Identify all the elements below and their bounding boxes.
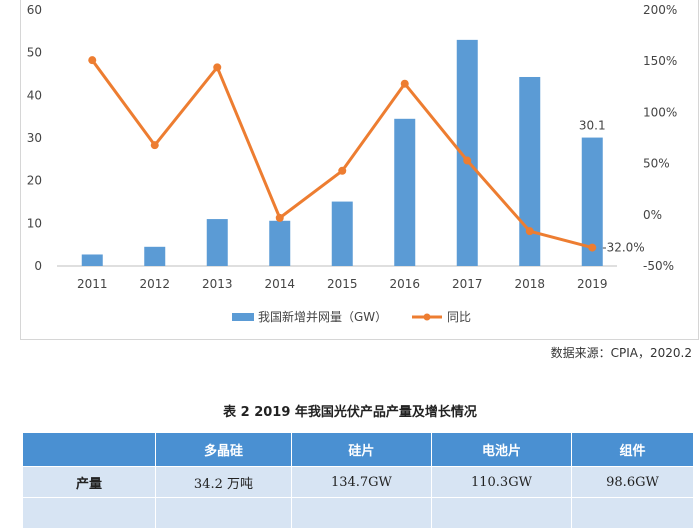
bar xyxy=(394,118,416,266)
line-point xyxy=(525,227,534,236)
table-header-module: 组件 xyxy=(571,432,694,467)
y-right-tick-label: 150% xyxy=(643,54,677,68)
table-cell: 110.3GW xyxy=(430,466,573,498)
table-cell-empty xyxy=(571,497,694,529)
y-right-tick-label: 200% xyxy=(643,3,677,17)
y-right-tick-label: 50% xyxy=(643,157,670,171)
x-tick-label: 2013 xyxy=(202,277,233,291)
table-cell: 134.7GW xyxy=(290,466,432,498)
line-point xyxy=(150,141,159,150)
y-left-tick-label: 0 xyxy=(34,259,42,273)
bar xyxy=(456,39,478,266)
x-tick-label: 2014 xyxy=(264,277,295,291)
line-point xyxy=(588,243,597,252)
line-point xyxy=(275,213,284,222)
data-label: 30.1 xyxy=(579,119,606,133)
bar xyxy=(206,219,228,266)
table-title: 表 2 2019 年我国光伏产品产量及增长情况 xyxy=(223,405,477,420)
legend-line-label: 同比 xyxy=(447,310,471,324)
table-header-row: 多晶硅 硅片 电池片 组件 xyxy=(22,432,694,467)
table-row: 产量 34.2 万吨 134.7GW 110.3GW 98.6GW xyxy=(22,466,694,498)
line-point xyxy=(213,63,222,72)
table-row-partial xyxy=(22,497,694,529)
data-label: -32.0% xyxy=(602,241,644,255)
bar xyxy=(81,254,103,266)
x-tick-label: 2019 xyxy=(577,277,608,291)
line-point xyxy=(338,166,347,175)
bar xyxy=(581,137,603,266)
legend-line-marker xyxy=(423,313,431,321)
y-right-tick-label: -50% xyxy=(643,259,674,273)
x-tick-label: 2011 xyxy=(77,277,108,291)
figure: 0 10 20 30 40 50 60 -50% 0% 50% 100% 150% 200% 2011 20… xyxy=(20,0,699,529)
y-left-tick-label: 40 xyxy=(27,88,42,102)
table-header-cell: 电池片 xyxy=(430,432,573,467)
bar xyxy=(144,246,166,266)
combo-chart: 0 10 20 30 40 50 60 -50% 0% 50% 100% 150% 200% 2011 20… xyxy=(27,3,678,324)
legend-bar-label: 我国新增并网量（GW） xyxy=(258,309,387,324)
y-right-tick-label: 0% xyxy=(643,208,662,222)
table-cell-empty xyxy=(22,497,156,529)
bar xyxy=(269,220,291,266)
table-cell: 98.6GW xyxy=(571,466,694,498)
table-header-blank xyxy=(22,432,156,467)
table-cell-empty xyxy=(155,497,292,529)
table-header-wafer: 硅片 xyxy=(290,432,432,467)
table-cell-empty xyxy=(290,497,432,529)
y-left-tick-label: 30 xyxy=(27,131,42,145)
chart-frame xyxy=(20,0,699,340)
data-source: 数据来源：CPIA，2020.2 xyxy=(550,346,692,360)
y-left-tick-label: 60 xyxy=(27,3,42,17)
x-tick-label: 2012 xyxy=(139,277,170,291)
y-left-tick-label: 20 xyxy=(27,174,42,188)
y-left-tick-label: 10 xyxy=(27,216,42,230)
bar xyxy=(519,76,541,266)
x-tick-label: 2017 xyxy=(452,277,483,291)
table-cell: 34.2 万吨 xyxy=(155,466,292,498)
y-left-tick-label: 50 xyxy=(27,46,42,60)
line-point xyxy=(400,79,409,88)
table-header-polysilicon: 多晶硅 xyxy=(155,432,292,467)
production-table: 多晶硅 硅片 电池片 组件 产量 34.2 万吨 134.7GW 110.3GW… xyxy=(22,432,694,529)
x-tick-label: 2018 xyxy=(514,277,545,291)
line-point xyxy=(463,156,472,165)
y-right-tick-label: 100% xyxy=(643,105,677,119)
table-cell-empty xyxy=(430,497,573,529)
bar xyxy=(331,201,353,266)
x-tick-label: 2015 xyxy=(327,277,358,291)
line-point xyxy=(88,56,97,65)
table-row-label: 产量 xyxy=(22,466,156,498)
legend-bar-swatch xyxy=(232,313,254,321)
x-tick-label: 2016 xyxy=(389,277,420,291)
